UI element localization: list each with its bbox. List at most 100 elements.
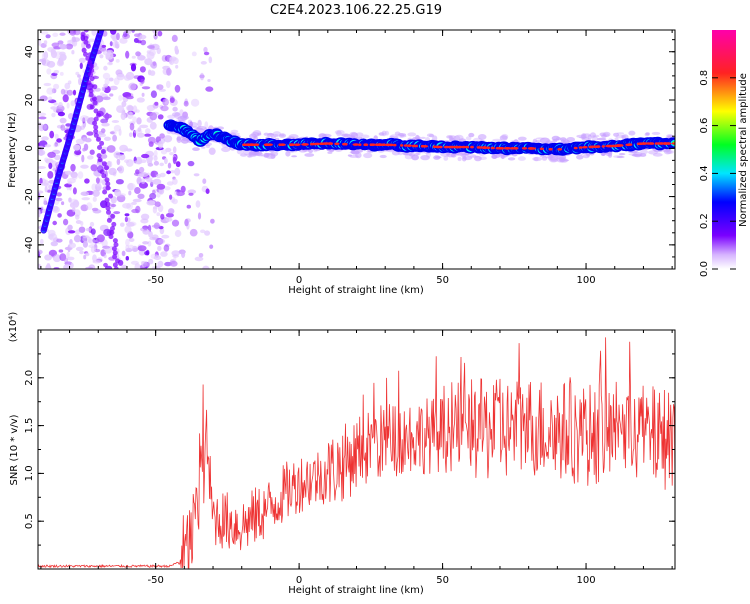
noise-blob <box>43 197 47 206</box>
noise-blob <box>53 205 59 212</box>
snr-series-line <box>38 337 675 569</box>
noise-blob <box>136 132 145 138</box>
noise-blob <box>56 192 62 197</box>
ridge-peak <box>662 142 668 145</box>
halo-blob <box>449 136 454 142</box>
noise-blob <box>96 234 105 243</box>
halo-blob <box>468 132 475 138</box>
spectrogram-panel: -50 0 50 100 -40 -20 0 20 40 Height of straight … <box>7 29 676 296</box>
noise-blob <box>156 192 161 198</box>
noise-blob <box>38 149 46 156</box>
halo-blob <box>453 135 461 141</box>
noise-blob <box>66 102 70 109</box>
ridge-peak <box>454 145 460 149</box>
noise-blob <box>112 134 117 142</box>
noise-blob <box>159 162 164 167</box>
noise-blob <box>188 192 194 196</box>
halo-blob <box>347 154 352 157</box>
noise-blob <box>198 253 204 258</box>
halo-blob <box>407 132 417 137</box>
noise-blob <box>103 113 112 119</box>
noise-blob <box>141 153 150 159</box>
ridge-band <box>163 119 675 156</box>
halo-blob <box>500 153 505 160</box>
noise-blob <box>150 90 157 98</box>
noise-blob <box>78 226 86 233</box>
noise-blob <box>149 70 156 76</box>
noise-blob <box>163 135 173 143</box>
noise-blob <box>116 194 126 203</box>
halo-blob <box>477 134 487 140</box>
trace-point <box>93 132 99 138</box>
ridge-peak <box>278 143 282 146</box>
noise-blob <box>103 254 107 259</box>
noise-blob <box>63 218 69 226</box>
noise-blob <box>121 250 126 257</box>
noise-blob <box>140 39 147 46</box>
noise-blob <box>146 262 150 267</box>
trace-point <box>100 149 106 154</box>
x-tick-label: -50 <box>147 575 163 586</box>
trace-point <box>112 238 118 244</box>
noise-blob <box>208 56 213 64</box>
noise-blob <box>200 61 207 65</box>
trace-point <box>93 116 99 122</box>
noise-blob <box>100 200 108 209</box>
noise-blob <box>166 67 172 76</box>
trace-point <box>102 189 108 195</box>
noise-blob <box>140 79 145 84</box>
noise-blob <box>72 199 80 208</box>
ridge-peak <box>384 143 391 147</box>
noise-blob <box>44 254 52 261</box>
noise-blob <box>130 63 137 72</box>
halo-blob <box>327 151 333 154</box>
snr-panel: -50 0 50 100 0.5 1.0 1.5 2.0 Height of straight… <box>8 312 676 596</box>
halo-blob <box>432 135 438 141</box>
ridge-peak <box>293 143 301 146</box>
halo-blob <box>652 152 663 157</box>
noise-blob <box>118 153 126 161</box>
noise-blob <box>56 105 65 112</box>
noise-blob <box>166 181 174 186</box>
ridge-peak <box>323 142 328 145</box>
noise-blob <box>87 155 94 160</box>
noise-blob <box>38 166 46 169</box>
snr-marks <box>38 337 675 569</box>
spectrogram-ylabel: Frequency (Hz) <box>7 112 18 188</box>
noise-blob <box>151 266 157 269</box>
noise-blob <box>116 32 120 41</box>
noise-blob <box>138 166 145 173</box>
halo-blob <box>533 157 539 162</box>
ridge-peak <box>343 142 348 146</box>
x-tick-label: 100 <box>577 575 596 586</box>
halo-blob <box>566 137 575 142</box>
x-tick-label: -50 <box>147 275 163 286</box>
noise-blob <box>164 157 168 165</box>
noise-blob <box>195 200 201 208</box>
noise-blob <box>70 100 76 107</box>
trace-point <box>92 100 98 106</box>
noise-blob <box>127 217 131 223</box>
noise-blob <box>135 51 141 57</box>
noise-blob <box>81 154 85 163</box>
noise-blob <box>145 128 151 135</box>
noise-blob <box>172 156 177 165</box>
noise-blob <box>139 124 149 129</box>
noise-blob <box>167 162 172 169</box>
noise-blob <box>169 194 173 200</box>
colorbar-tick-label: 0.8 <box>699 70 710 86</box>
halo-blob <box>285 150 291 157</box>
noise-blob <box>101 122 110 127</box>
noise-blob <box>109 93 114 97</box>
ridge-peak <box>513 147 518 150</box>
noise-blob <box>125 222 135 227</box>
noise-blob <box>156 84 164 90</box>
halo-blob <box>360 134 370 139</box>
noise-blob <box>67 181 73 185</box>
noise-blob <box>169 260 178 267</box>
noise-blob <box>152 189 156 195</box>
halo-blob <box>556 137 562 140</box>
noise-blob <box>60 124 66 131</box>
trace-point <box>87 59 93 65</box>
